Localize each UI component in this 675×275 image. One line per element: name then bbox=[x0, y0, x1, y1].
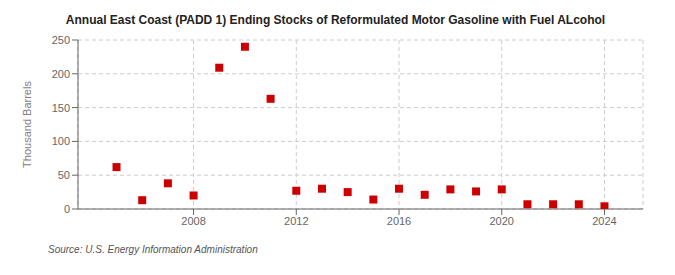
svg-text:2012: 2012 bbox=[284, 215, 308, 227]
html-text:Annual East Coast (PADD 1) End: Annual East Coast (PADD 1) Ending Stocks… bbox=[65, 13, 606, 27]
svg-text:0: 0 bbox=[64, 203, 70, 215]
svg-text:250: 250 bbox=[52, 34, 70, 46]
svg-text:100: 100 bbox=[52, 135, 70, 147]
svg-text:200: 200 bbox=[52, 68, 70, 80]
svg-text:2016: 2016 bbox=[387, 215, 411, 227]
svg-text:Thousand Barrels: Thousand Barrels bbox=[21, 81, 33, 168]
svg-text:2024: 2024 bbox=[592, 215, 616, 227]
svg-text:50: 50 bbox=[58, 169, 70, 181]
svg-text:2008: 2008 bbox=[181, 215, 205, 227]
html-text:Source: U.S. Energy Informatio: Source: U.S. Energy Information Administ… bbox=[48, 244, 258, 255]
svg-text:150: 150 bbox=[52, 102, 70, 114]
svg-text:2020: 2020 bbox=[490, 215, 514, 227]
